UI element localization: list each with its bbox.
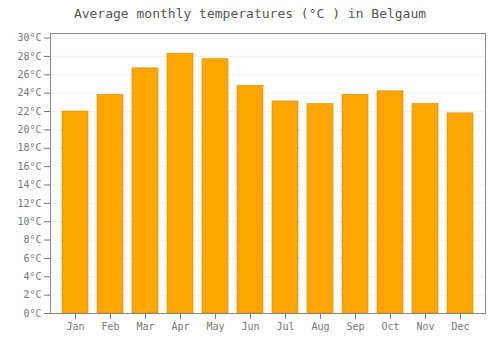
svg-text:18°C: 18°C [17, 142, 41, 153]
svg-text:12°C: 12°C [17, 198, 41, 209]
svg-text:May: May [206, 321, 224, 332]
svg-text:22°C: 22°C [17, 106, 41, 117]
svg-text:26°C: 26°C [17, 69, 41, 80]
svg-text:4°C: 4°C [23, 271, 41, 282]
svg-text:Jul: Jul [276, 321, 294, 332]
svg-text:Nov: Nov [416, 321, 434, 332]
svg-text:20°C: 20°C [17, 124, 41, 135]
svg-text:Sep: Sep [346, 321, 364, 332]
svg-text:2°C: 2°C [23, 289, 41, 300]
svg-text:8°C: 8°C [23, 234, 41, 245]
svg-text:16°C: 16°C [17, 161, 41, 172]
svg-text:14°C: 14°C [17, 179, 41, 190]
svg-text:28°C: 28°C [17, 51, 41, 62]
svg-text:6°C: 6°C [23, 253, 41, 264]
svg-text:Mar: Mar [136, 321, 154, 332]
svg-text:Feb: Feb [101, 321, 119, 332]
svg-text:Apr: Apr [171, 321, 189, 332]
svg-text:Dec: Dec [451, 321, 469, 332]
html-text:Average monthly temperatures (: Average monthly temperatures (°C ) in Be… [73, 6, 427, 21]
svg-text:Aug: Aug [311, 321, 329, 332]
svg-text:24°C: 24°C [17, 87, 41, 98]
svg-text:30°C: 30°C [17, 32, 41, 43]
svg-text:Jan: Jan [66, 321, 84, 332]
svg-text:Jun: Jun [241, 321, 259, 332]
svg-text:Oct: Oct [381, 321, 399, 332]
svg-text:10°C: 10°C [17, 216, 41, 227]
svg-text:0°C: 0°C [23, 308, 41, 319]
